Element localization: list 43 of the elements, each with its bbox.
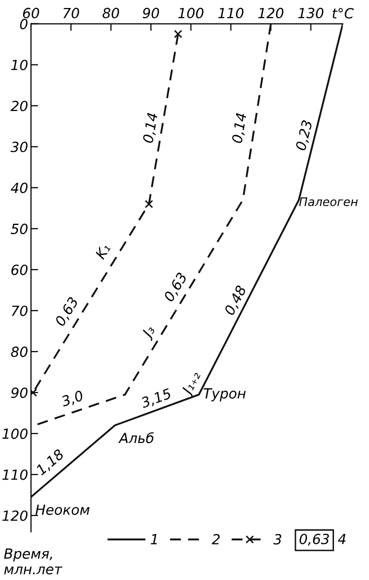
y-tick-label: 90 bbox=[11, 388, 28, 398]
x-tick-label: 100 bbox=[178, 8, 204, 18]
y-tick-label: 10 bbox=[11, 60, 28, 70]
annotation: 3,15 bbox=[140, 388, 172, 410]
y-tick-label: 30 bbox=[10, 142, 28, 152]
y-tick-label: 80 bbox=[11, 346, 28, 358]
legend-label: 2 bbox=[212, 534, 220, 544]
y-tick-label: 40 bbox=[10, 182, 28, 194]
x-tick-label: 110 bbox=[218, 8, 244, 18]
annotation: Неоком bbox=[36, 504, 90, 515]
y-axis-title: Время, млн.лет bbox=[4, 548, 62, 574]
legend-label: 1 bbox=[150, 534, 157, 544]
y-tick-label: 50 bbox=[10, 224, 28, 234]
annotation: J₁₊₂ bbox=[180, 370, 204, 398]
x-tick-label: 80 bbox=[102, 8, 120, 18]
annotation: 0,48 bbox=[224, 284, 248, 316]
annotation: K₁ bbox=[94, 242, 111, 260]
y-tick-label: 110 bbox=[2, 469, 28, 480]
y-tick-label: 120 bbox=[2, 510, 28, 521]
annotation: J₃ bbox=[140, 324, 158, 342]
annotation: 0,23 bbox=[295, 120, 314, 152]
y-tick-label: 60 bbox=[11, 264, 28, 276]
legend-label: 3 bbox=[273, 534, 282, 545]
y-tick-label: 100 bbox=[2, 428, 28, 439]
x-axis-title: t°C bbox=[332, 8, 354, 19]
x-tick-label: 130 bbox=[298, 8, 324, 18]
point bbox=[144, 200, 154, 208]
annotation: Палеоген bbox=[299, 197, 358, 206]
y-tick-label: 0 bbox=[20, 18, 28, 30]
annotation: 0,14 bbox=[142, 112, 160, 144]
annotation: Альб bbox=[118, 432, 154, 444]
x-tick-label: 70 bbox=[63, 8, 80, 18]
annotation: 0,14 bbox=[232, 112, 248, 144]
annotation: 3,0 bbox=[60, 390, 84, 408]
text: 4 bbox=[338, 534, 346, 544]
x-tick-label: 90 bbox=[142, 8, 160, 18]
text: 0,63 bbox=[300, 534, 329, 546]
annotation: Турон bbox=[204, 388, 246, 402]
y-tick-label: 70 bbox=[12, 306, 28, 316]
y-tick-label: 20 bbox=[10, 100, 28, 112]
point bbox=[174, 30, 182, 38]
x-tick-label: 120 bbox=[258, 8, 284, 18]
x-tick-label: 60 bbox=[23, 8, 40, 18]
